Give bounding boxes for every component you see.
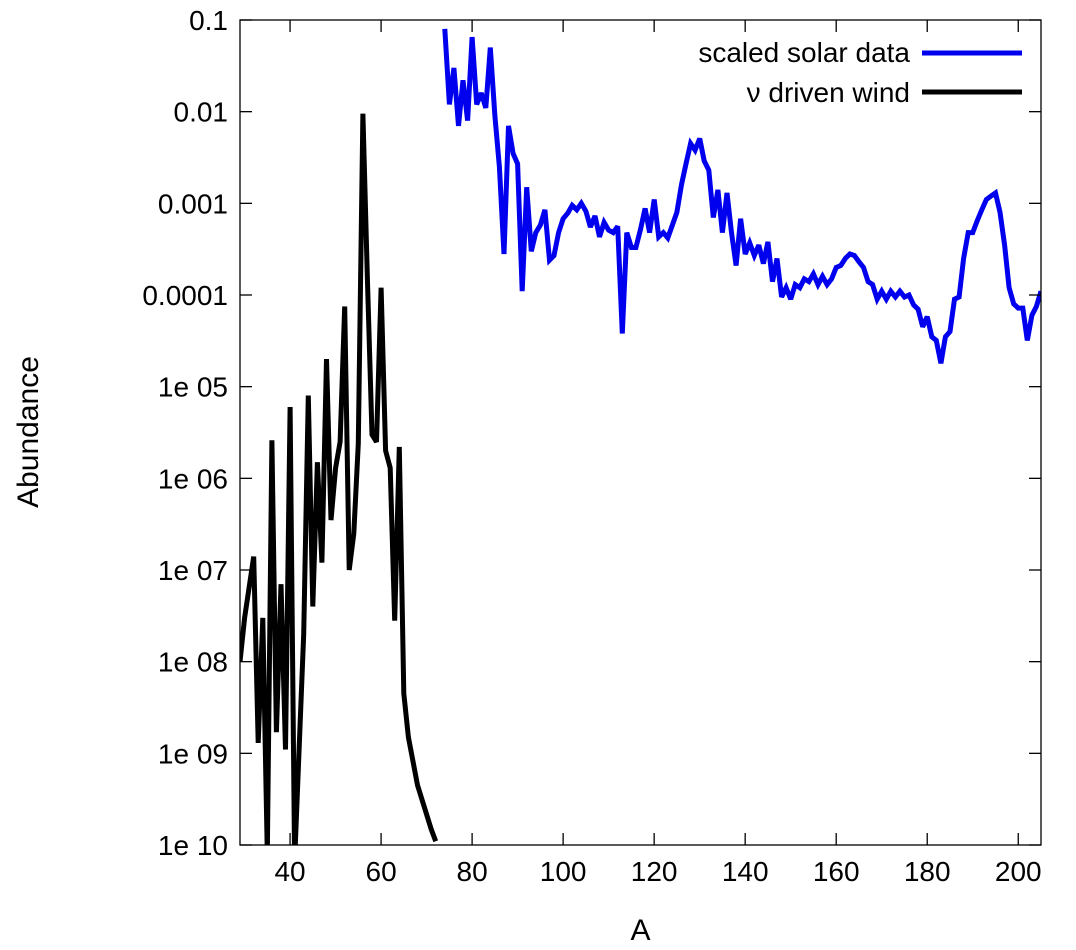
x-tick-label: 80 [457,856,488,887]
x-tick-label: 160 [813,856,860,887]
y-tick-label: 1e 05 [158,372,228,403]
tick-labels: 40 60 80 100 120 140 160 180 200 1e 10 1e 09 1e 08 1… [142,5,1041,887]
series-line-scaled-solar-data [442,28,1041,364]
x-axis-title: A [630,914,650,947]
legend-label-solar: scaled solar data [698,37,910,68]
plot-frame [239,19,1042,846]
y-tick-label: 1e 07 [158,555,228,586]
y-tick-label: 1e 08 [158,647,228,678]
legend: scaled solar data ν driven wind [698,37,1022,108]
x-tick-label: 200 [995,856,1042,887]
y-tick-label: 1e 09 [158,738,228,769]
y-tick-label: 1e 10 [158,830,228,861]
x-tick-label: 120 [631,856,678,887]
legend-label-wind: ν driven wind [747,77,910,108]
y-tick-label: 0.1 [189,5,228,36]
y-tick-label: 0.0001 [142,280,228,311]
y-tick-label: 1e 06 [158,463,228,494]
x-tick-label: 40 [274,856,305,887]
x-tick-label: 60 [366,856,397,887]
y-tick-label: 0.001 [158,188,228,219]
y-tick-label: 0.01 [174,97,229,128]
series-line-nu-driven-wind [240,113,439,845]
x-tick-label: 180 [904,856,951,887]
x-tick-label: 140 [722,856,769,887]
y-axis-title: Abundance [12,356,45,508]
ticks-layer [240,19,1041,846]
x-tick-label: 100 [540,856,587,887]
series-layer [240,28,1041,845]
